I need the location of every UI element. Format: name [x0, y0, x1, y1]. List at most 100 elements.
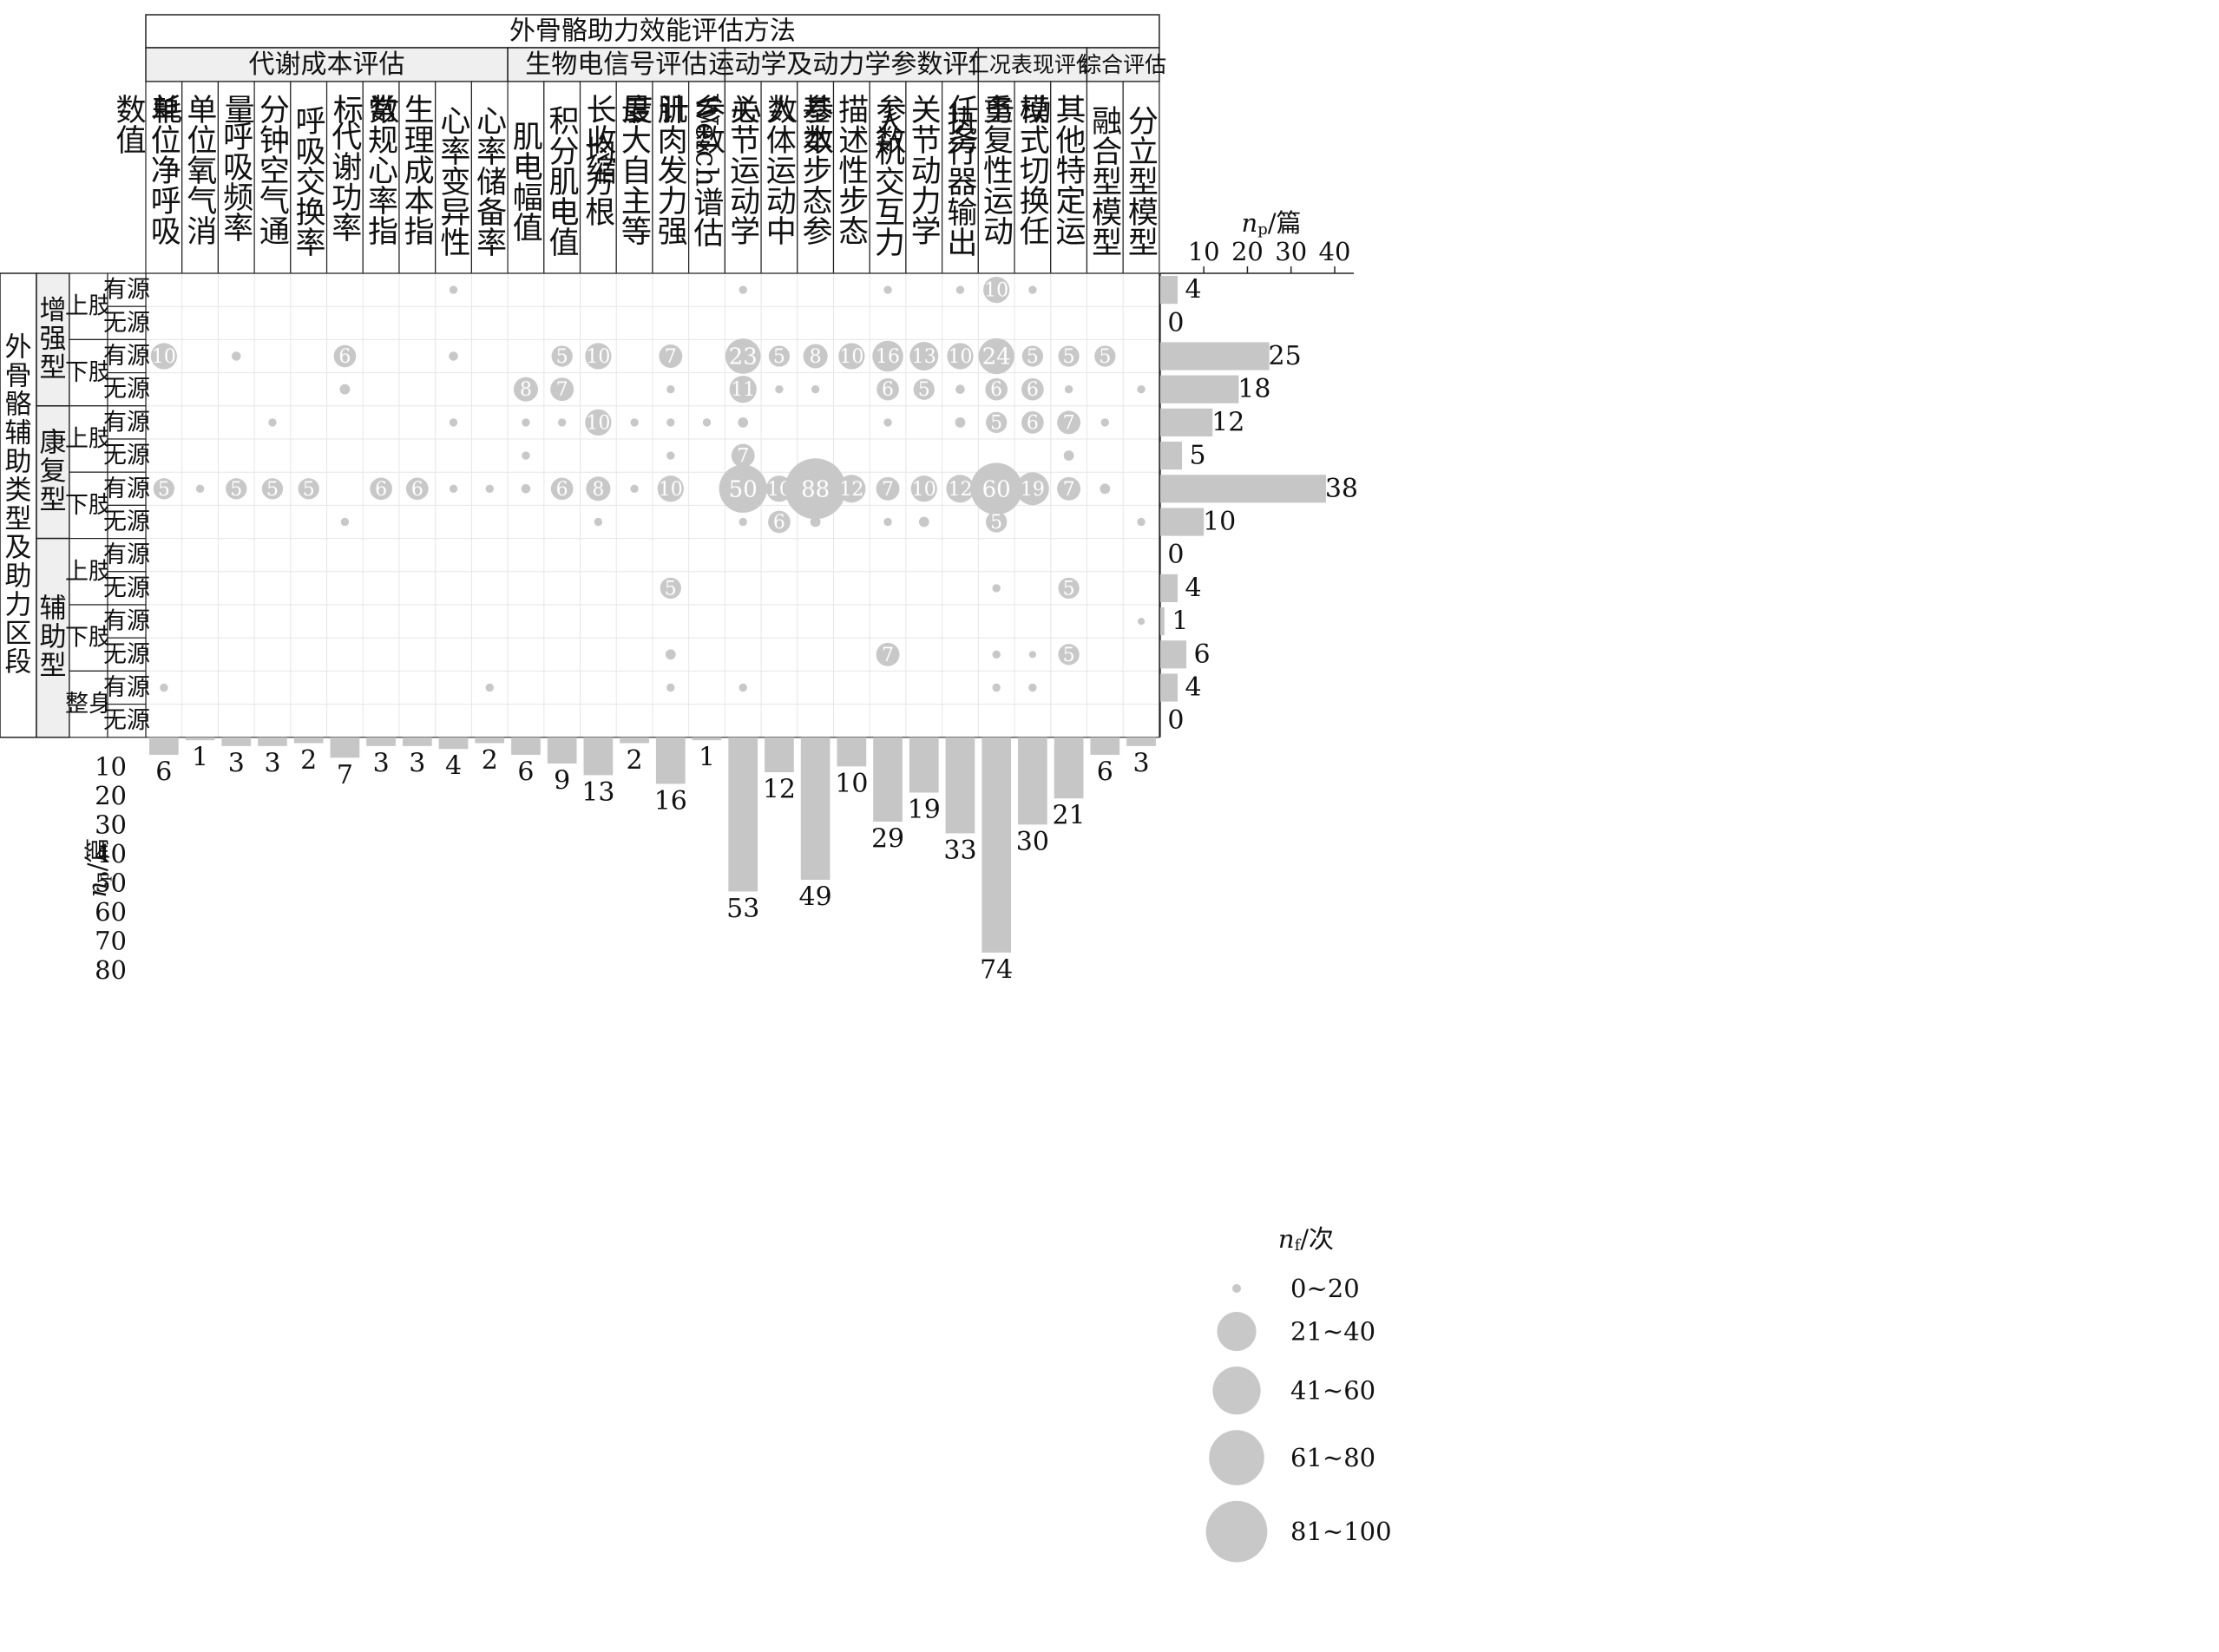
row-segment-label: 下肢	[65, 359, 112, 386]
bubble-3-23	[985, 377, 1008, 401]
bubble-label: 5	[918, 379, 930, 401]
column-header-cell	[470, 81, 509, 274]
legend-label: 61~80	[1290, 1443, 1375, 1472]
row-segment-label: 下肢	[65, 625, 112, 652]
bubble-0-8	[449, 285, 458, 294]
column-total-label: 6	[1097, 757, 1113, 787]
bubble-label: 7	[882, 479, 894, 501]
bubble-6-20	[876, 476, 900, 501]
bubble-6-3	[261, 478, 284, 500]
row-axis-label-char: 型	[5, 503, 32, 534]
row-total-bar	[1159, 342, 1270, 370]
column-label: 重复性运动任务	[943, 94, 1014, 246]
bubble-2-23	[978, 338, 1014, 375]
bubble-5-10	[522, 451, 530, 460]
row-total-label: 5	[1189, 441, 1205, 471]
row-total-bar	[1159, 408, 1213, 436]
bubble-10-27	[1137, 618, 1146, 626]
column-total-label: 9	[554, 765, 570, 796]
row-label-cell	[107, 405, 147, 440]
bubble-label: 19	[1021, 479, 1045, 501]
bubble-2-26	[1094, 345, 1116, 367]
column-total-bar	[475, 737, 505, 744]
bottom-axis-tick-label: 10	[95, 751, 127, 781]
row-axis-box	[0, 272, 37, 738]
column-total-label: 3	[409, 748, 425, 778]
row-segment-label: 上肢	[65, 558, 112, 585]
bubble-label: 50	[729, 476, 758, 502]
column-total-bar	[366, 737, 396, 746]
bubble-label: 10	[659, 479, 683, 501]
bubble-3-10	[513, 377, 539, 402]
column-total-label: 3	[1132, 748, 1149, 778]
bubble-label: 6	[773, 512, 785, 534]
column-header-cell	[869, 81, 907, 274]
bubble-2-25	[1058, 345, 1080, 367]
bubble-label: 7	[1063, 479, 1075, 501]
column-total-bar	[438, 737, 469, 750]
bubble-4-26	[1100, 418, 1110, 427]
bubble-0-20	[883, 285, 892, 294]
bubble-label: 88	[801, 476, 830, 502]
bubble-4-13	[630, 418, 639, 427]
row-total-label: 18	[1238, 374, 1270, 404]
bubble-label: 10	[948, 346, 972, 368]
column-header-cell	[181, 81, 220, 274]
row-axis-label-char: 力	[5, 589, 32, 620]
bubble-7-12	[594, 517, 603, 527]
bubble-6-26	[1100, 483, 1111, 495]
chart-title: 外骨骼助力效能评估方法	[509, 16, 796, 47]
column-header-cell	[253, 81, 292, 274]
column-total-bar	[728, 737, 758, 892]
row-axis-label-char: 助	[5, 560, 32, 592]
bubble-3-16	[729, 376, 757, 403]
bubble-label: 7	[556, 379, 568, 401]
column-total-bar	[149, 737, 179, 755]
column-total-bar	[185, 737, 215, 741]
column-total-label: 19	[908, 795, 941, 825]
bubble-7-21	[918, 516, 929, 528]
column-total-bar	[620, 737, 649, 744]
row-label-cell	[107, 670, 147, 705]
bubble-3-21	[913, 378, 935, 400]
bubble-label: 12	[839, 479, 863, 501]
bubble-label: 5	[1027, 346, 1039, 368]
column-total-label: 13	[581, 777, 614, 808]
row-label: 无源	[103, 310, 150, 337]
bubble-7-16	[739, 517, 747, 527]
bubble-label: 7	[882, 645, 894, 666]
row-total-label: 10	[1203, 507, 1236, 537]
bubble-label: 10	[152, 346, 176, 368]
row-type-label-char: 增	[40, 295, 67, 326]
row-total-label: 38	[1325, 474, 1358, 504]
bubble-label: 60	[982, 476, 1011, 502]
column-label: 单位净呼吸数值	[110, 94, 181, 246]
column-total-bar	[1126, 737, 1156, 746]
bubble-label: 8	[520, 379, 532, 401]
column-total-label: 6	[517, 757, 534, 787]
row-axis-label-char: 骨	[5, 360, 32, 391]
bubble-label: 6	[375, 479, 387, 501]
bottom-axis-tick-label: 20	[95, 781, 127, 810]
column-total-bar	[692, 737, 722, 741]
bubble-11-24	[1028, 651, 1036, 659]
column-label: 描述性步态参数	[798, 94, 869, 246]
bubble-7-17	[768, 510, 791, 534]
bubble-3-20	[876, 377, 899, 401]
bubble-2-20	[872, 340, 903, 372]
column-header-cell	[832, 81, 870, 274]
row-segment-cell	[69, 272, 108, 341]
bubble-label: 5	[773, 346, 785, 368]
column-header-cell	[724, 81, 762, 274]
bubble-12-23	[992, 683, 1001, 692]
legend-bubble	[1217, 1312, 1257, 1352]
bubble-11-25	[1058, 644, 1080, 665]
bottom-axis-tick-label: 80	[95, 955, 127, 985]
bubble-label: 13	[912, 346, 936, 368]
bubble-9-14	[660, 577, 681, 600]
group-header-label: 综合评估	[1080, 52, 1166, 77]
bubble-12-16	[739, 683, 747, 692]
bubble-2-18	[803, 344, 828, 369]
bubble-4-12	[585, 409, 612, 436]
row-label-cell	[107, 637, 147, 672]
